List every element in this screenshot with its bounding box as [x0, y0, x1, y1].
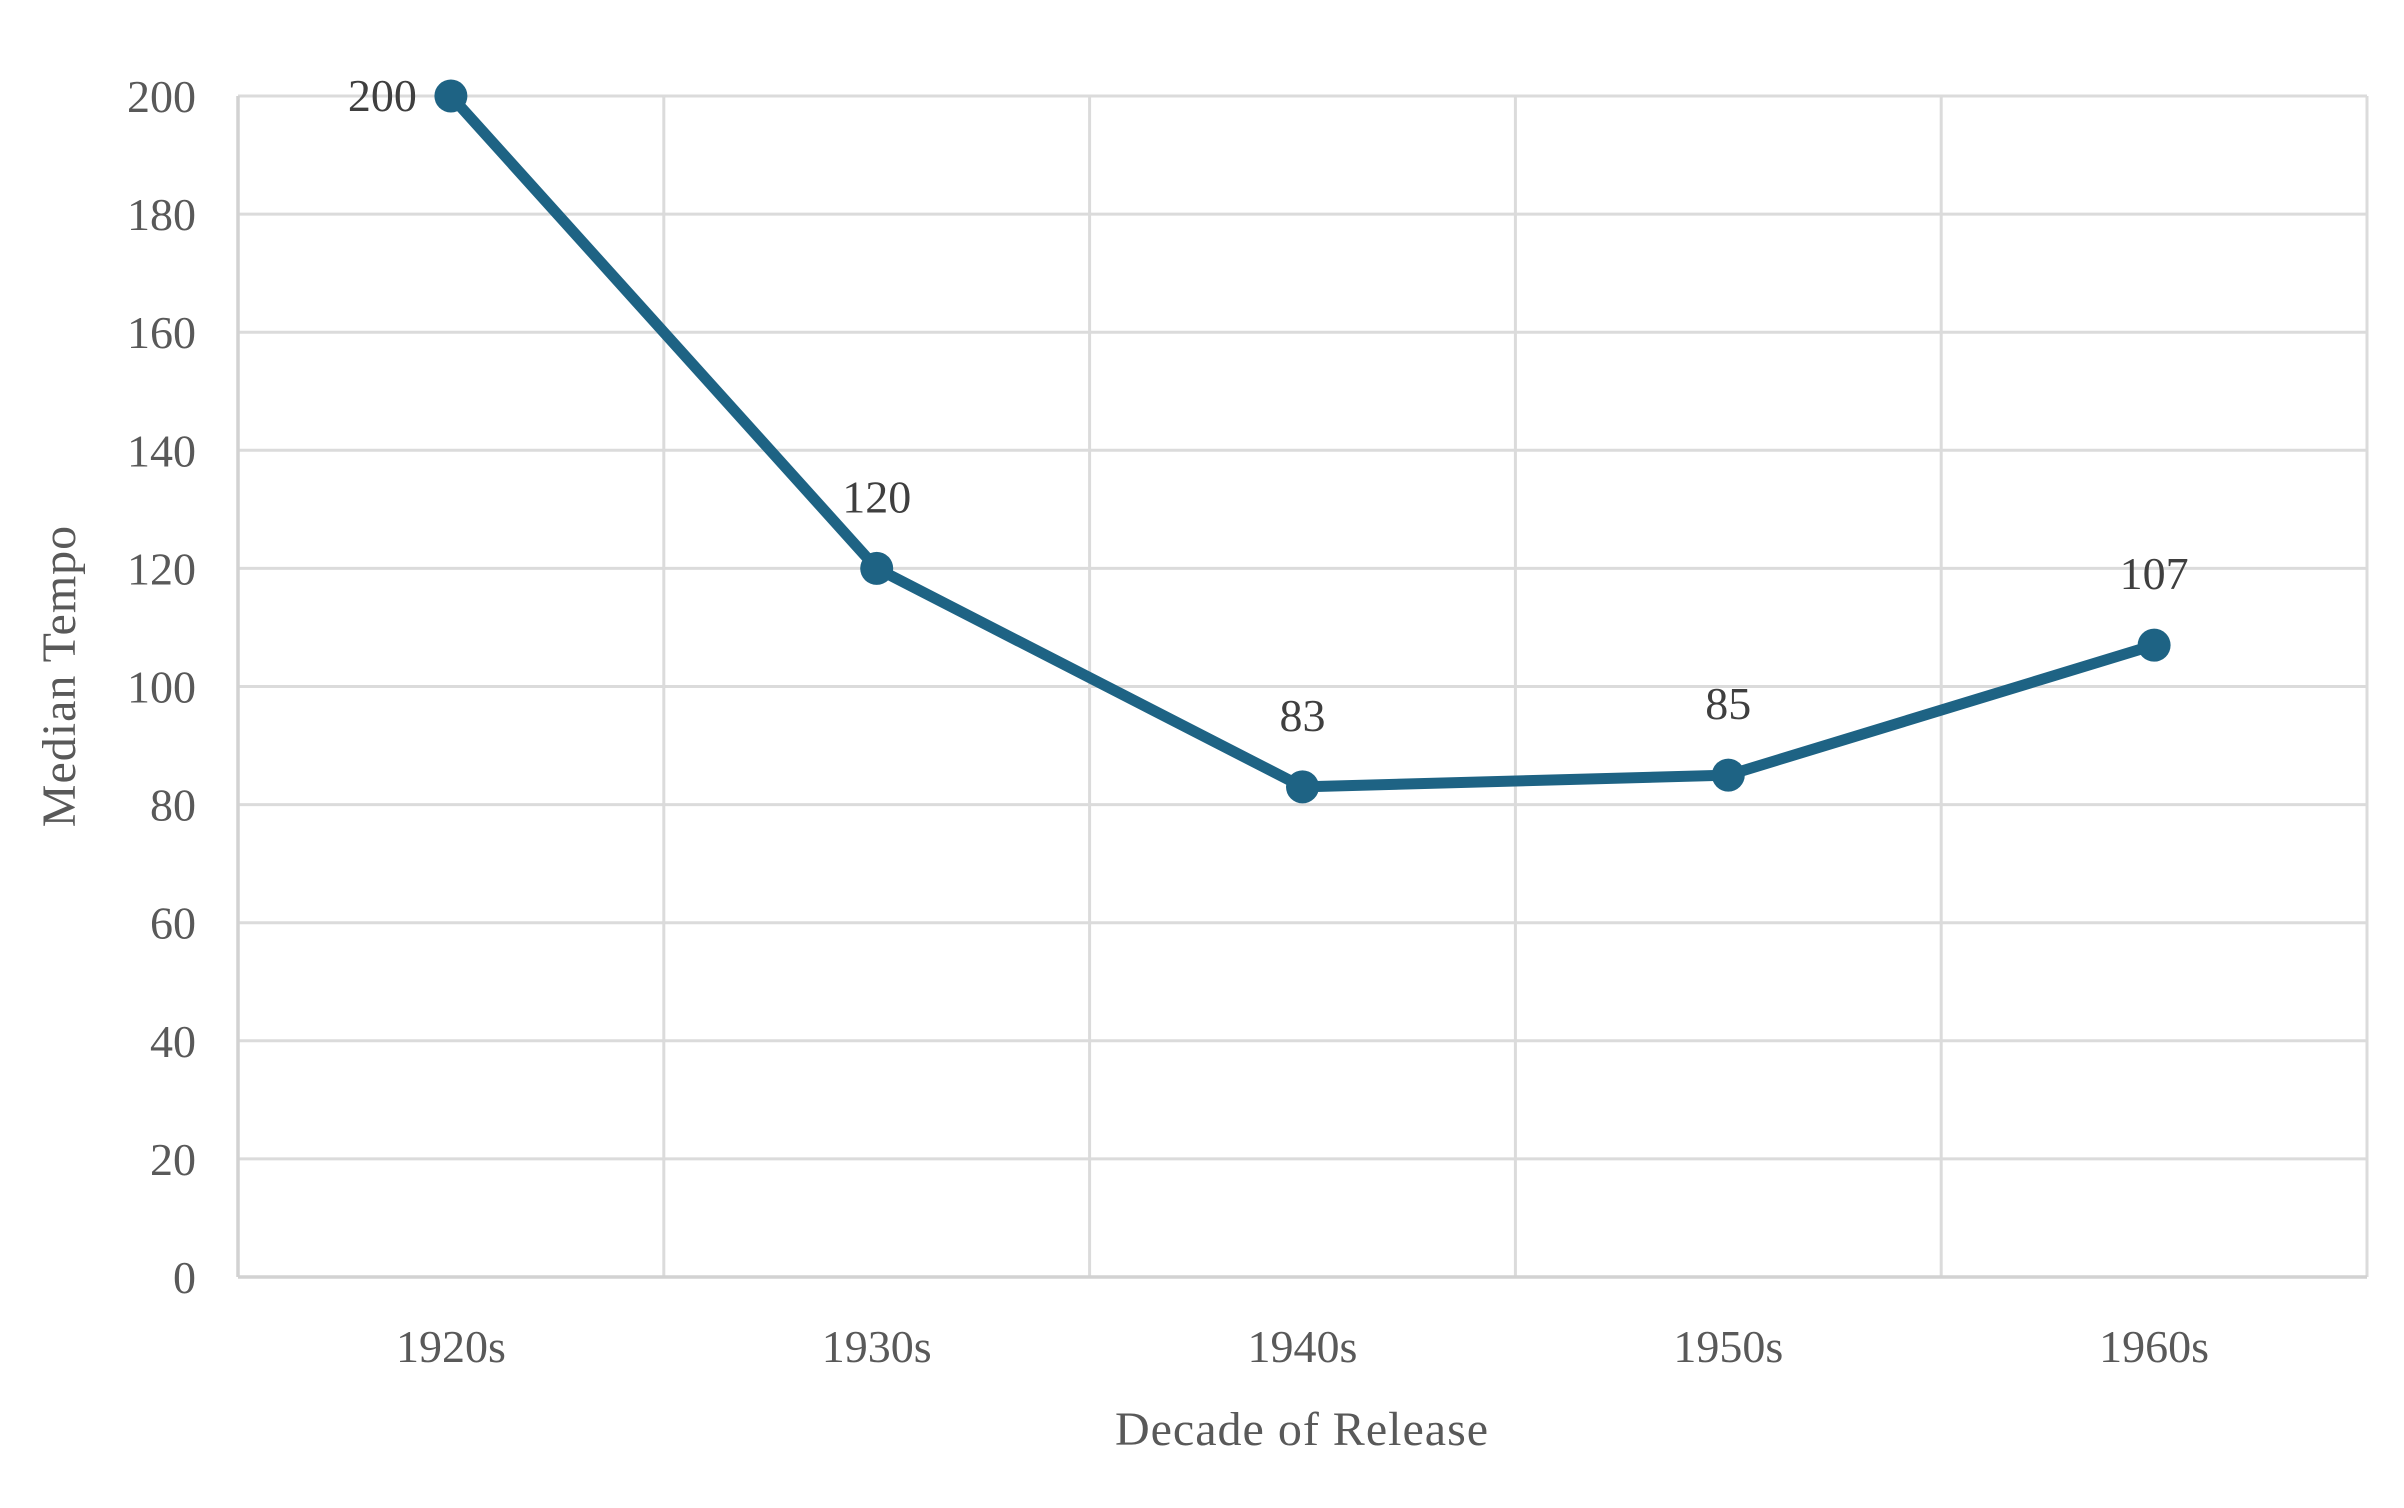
y-tick-label-160: 160: [127, 307, 196, 358]
y-tick-label-200: 200: [127, 71, 196, 122]
x-tick-label-1920s: 1920s: [396, 1321, 506, 1372]
data-point-1940s: [1286, 770, 1319, 804]
y-tick-label-20: 20: [150, 1134, 196, 1185]
y-tick-label-60: 60: [150, 898, 196, 949]
data-label-1940s: 83: [1280, 690, 1326, 741]
y-tick-label-40: 40: [150, 1016, 196, 1067]
x-tick-label-1950s: 1950s: [1673, 1321, 1783, 1372]
x-tick-label-1940s: 1940s: [1248, 1321, 1358, 1372]
data-label-1950s: 85: [1705, 678, 1751, 729]
data-label-1920s: 200: [348, 70, 417, 121]
data-label-1960s: 107: [2120, 548, 2189, 599]
data-point-1960s: [2137, 628, 2171, 662]
x-tick-label-1960s: 1960s: [2099, 1321, 2209, 1372]
y-tick-label-120: 120: [127, 543, 196, 594]
y-tick-label-180: 180: [127, 189, 196, 240]
data-point-1930s: [860, 551, 894, 585]
y-tick-label-0: 0: [173, 1252, 196, 1303]
y-tick-label-80: 80: [150, 780, 196, 831]
data-point-1950s: [1711, 758, 1745, 792]
y-tick-label-100: 100: [127, 662, 196, 713]
data-label-1930s: 120: [842, 471, 911, 522]
y-tick-label-140: 140: [127, 425, 196, 476]
tempo-series-line: [445, 90, 2160, 793]
data-point-1920s: [434, 79, 468, 113]
x-tick-label-1930s: 1930s: [822, 1321, 932, 1372]
